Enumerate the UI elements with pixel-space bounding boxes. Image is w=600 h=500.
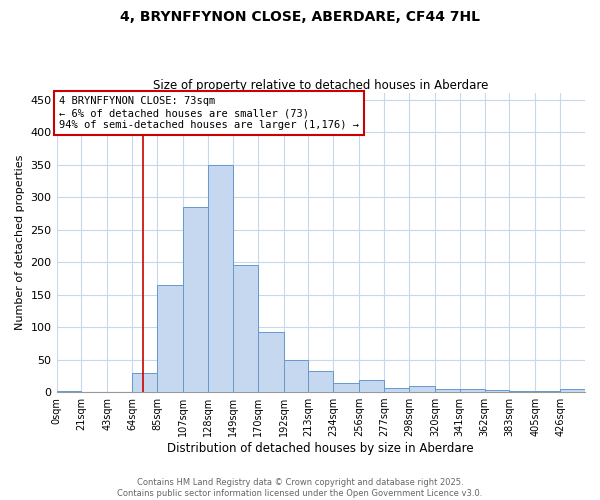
Bar (333, 383, 359, 392)
Bar (359, 380, 384, 392)
Bar (284, 360, 308, 392)
Bar (409, 386, 435, 392)
Bar (384, 388, 409, 392)
Bar (485, 390, 509, 392)
Bar (183, 207, 208, 392)
Bar (233, 266, 257, 392)
X-axis label: Distribution of detached houses by size in Aberdare: Distribution of detached houses by size … (167, 442, 474, 455)
Bar (157, 285, 183, 392)
Bar (308, 372, 333, 392)
Bar (560, 389, 585, 392)
Bar (460, 389, 485, 392)
Y-axis label: Number of detached properties: Number of detached properties (15, 155, 25, 330)
Text: Contains HM Land Registry data © Crown copyright and database right 2025.
Contai: Contains HM Land Registry data © Crown c… (118, 478, 482, 498)
Title: Size of property relative to detached houses in Aberdare: Size of property relative to detached ho… (153, 79, 488, 92)
Text: 4, BRYNFFYNON CLOSE, ABERDARE, CF44 7HL: 4, BRYNFFYNON CLOSE, ABERDARE, CF44 7HL (120, 10, 480, 24)
Bar (257, 332, 284, 392)
Text: 4 BRYNFFYNON CLOSE: 73sqm
← 6% of detached houses are smaller (73)
94% of semi-d: 4 BRYNFFYNON CLOSE: 73sqm ← 6% of detach… (59, 96, 359, 130)
Bar (208, 164, 233, 392)
Bar (435, 389, 460, 392)
Bar (56, 391, 82, 392)
Bar (132, 372, 157, 392)
